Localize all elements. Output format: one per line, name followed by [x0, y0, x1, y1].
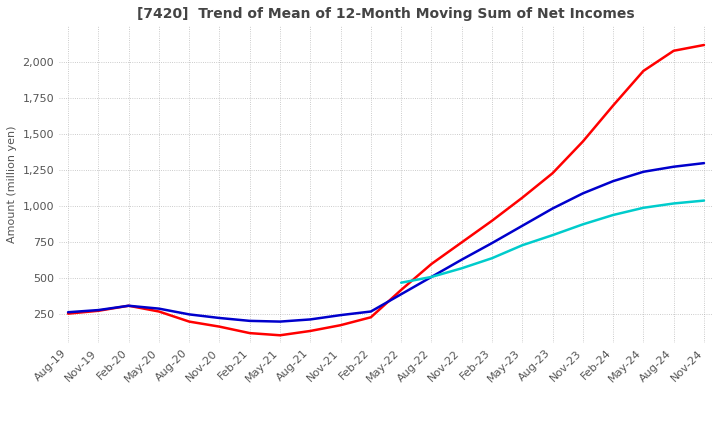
7 Years: [670, 201, 678, 206]
5 Years: [276, 319, 284, 324]
5 Years: [548, 206, 557, 211]
3 Years: [427, 261, 436, 267]
3 Years: [94, 308, 103, 313]
Line: 7 Years: 7 Years: [401, 201, 704, 282]
3 Years: [518, 195, 526, 200]
5 Years: [639, 169, 648, 174]
3 Years: [185, 319, 194, 324]
5 Years: [215, 315, 224, 321]
5 Years: [155, 306, 163, 311]
7 Years: [579, 222, 588, 227]
3 Years: [246, 330, 254, 336]
5 Years: [366, 309, 375, 314]
5 Years: [125, 303, 133, 308]
5 Years: [487, 240, 496, 246]
3 Years: [700, 42, 708, 48]
Title: [7420]  Trend of Mean of 12-Month Moving Sum of Net Incomes: [7420] Trend of Mean of 12-Month Moving …: [138, 7, 635, 21]
3 Years: [336, 323, 345, 328]
3 Years: [487, 218, 496, 224]
3 Years: [639, 68, 648, 73]
5 Years: [670, 164, 678, 169]
3 Years: [306, 328, 315, 334]
3 Years: [457, 240, 466, 245]
3 Years: [609, 103, 618, 108]
5 Years: [700, 161, 708, 166]
5 Years: [306, 317, 315, 322]
5 Years: [246, 318, 254, 323]
7 Years: [518, 242, 526, 248]
5 Years: [518, 223, 526, 228]
7 Years: [397, 280, 405, 285]
5 Years: [94, 308, 103, 313]
3 Years: [276, 333, 284, 338]
5 Years: [427, 274, 436, 279]
3 Years: [366, 315, 375, 320]
7 Years: [457, 266, 466, 271]
7 Years: [427, 274, 436, 279]
7 Years: [487, 256, 496, 261]
3 Years: [64, 311, 73, 316]
5 Years: [336, 312, 345, 318]
3 Years: [215, 324, 224, 329]
Line: 3 Years: 3 Years: [68, 45, 704, 335]
5 Years: [185, 312, 194, 317]
Y-axis label: Amount (million yen): Amount (million yen): [7, 126, 17, 243]
7 Years: [609, 213, 618, 218]
3 Years: [548, 171, 557, 176]
5 Years: [397, 292, 405, 297]
3 Years: [155, 309, 163, 314]
Line: 5 Years: 5 Years: [68, 163, 704, 322]
5 Years: [64, 310, 73, 315]
3 Years: [397, 287, 405, 293]
7 Years: [700, 198, 708, 203]
7 Years: [548, 232, 557, 238]
7 Years: [639, 205, 648, 210]
5 Years: [457, 257, 466, 262]
3 Years: [579, 139, 588, 144]
5 Years: [609, 179, 618, 184]
3 Years: [125, 303, 133, 308]
5 Years: [579, 191, 588, 196]
3 Years: [670, 48, 678, 53]
